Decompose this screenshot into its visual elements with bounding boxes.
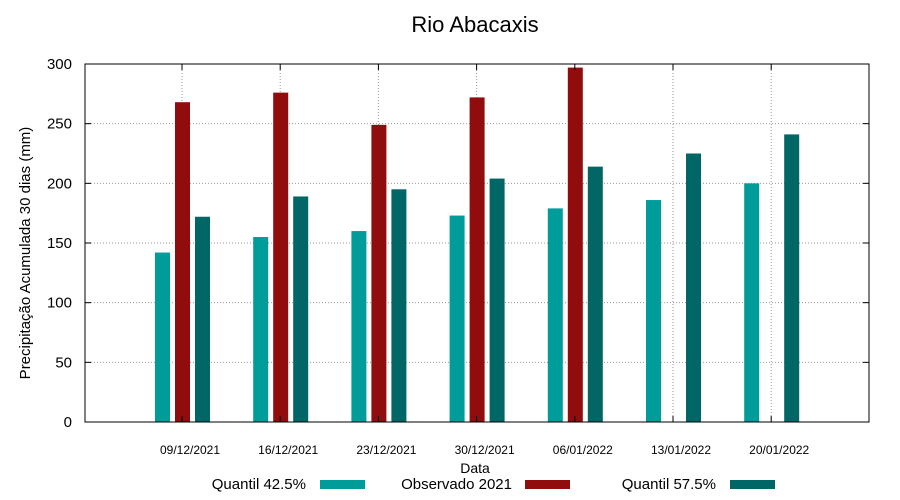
- bars: [155, 67, 800, 423]
- legend-swatch: [525, 480, 570, 489]
- x-tick-label: 20/01/2022: [749, 443, 809, 457]
- x-tick-label: 09/12/2021: [160, 443, 220, 457]
- y-tick-label: 150: [47, 235, 72, 252]
- bar-series-2: [587, 166, 603, 422]
- bar-series-0: [155, 252, 170, 422]
- legend-label: Quantil 57.5%: [622, 476, 716, 493]
- legend-swatch: [730, 480, 775, 489]
- bar-series-0: [253, 237, 269, 422]
- x-tick-label: 30/12/2021: [455, 443, 515, 457]
- y-tick-label: 300: [47, 56, 72, 73]
- x-tick-label: 23/12/2021: [356, 443, 416, 457]
- bar-series-0: [449, 215, 465, 422]
- bar-series-1: [371, 124, 387, 423]
- y-tick-label: 250: [47, 116, 72, 133]
- bar-series-0: [547, 208, 563, 422]
- y-tick-label: 100: [47, 295, 72, 312]
- bar-series-2: [784, 134, 800, 422]
- bar-series-2: [195, 216, 210, 422]
- bar-series-2: [489, 178, 505, 422]
- legend-label: Observado 2021: [401, 476, 512, 493]
- bar-series-0: [351, 231, 367, 422]
- x-axis-label: Data: [460, 460, 490, 476]
- bar-series-2: [686, 153, 701, 422]
- bar-series-0: [646, 200, 661, 422]
- x-tick-label: 06/01/2022: [553, 443, 613, 457]
- y-axis-ticks: 0 50 100 150 200 250 300: [47, 56, 869, 431]
- chart-title: Rio Abacaxis: [411, 12, 538, 37]
- legend-label: Quantil 42.5%: [212, 476, 306, 493]
- legend: Quantil 42.5% Observado 2021 Quantil 57.5%: [212, 476, 775, 493]
- bar-series-1: [567, 67, 583, 422]
- bar-series-0: [744, 183, 760, 422]
- bar-series-1: [469, 97, 485, 422]
- x-tick-label: 16/12/2021: [258, 443, 318, 457]
- bar-series-1: [273, 92, 289, 422]
- y-tick-label: 0: [64, 414, 72, 431]
- bar-series-2: [293, 196, 309, 422]
- bar-series-1: [175, 102, 190, 422]
- y-tick-label: 200: [47, 175, 72, 192]
- bar-series-2: [391, 189, 407, 422]
- legend-swatch: [320, 480, 365, 489]
- y-tick-label: 50: [55, 354, 72, 371]
- y-axis-label: Precipitação Acumulada 30 dias (mm): [17, 127, 34, 380]
- x-tick-label: 13/01/2022: [651, 443, 711, 457]
- x-axis-ticks: 09/12/2021 16/12/2021 23/12/2021 30/12/2021…: [160, 64, 810, 457]
